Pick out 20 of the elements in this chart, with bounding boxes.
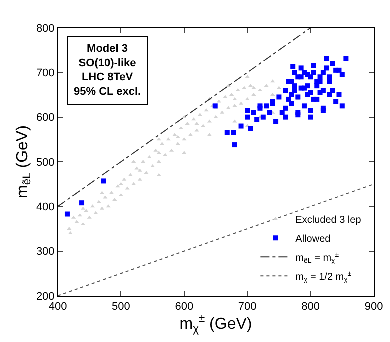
y-tick-label: 400 — [36, 202, 55, 214]
x-tick-label: 700 — [238, 301, 257, 314]
x-tick-label: 600 — [175, 301, 194, 314]
y-tick-label: 500 — [36, 156, 55, 169]
x-axis-title: m$_{χ}$$^{±}$ (GeV) — [180, 313, 252, 336]
x-tick-label: 500 — [112, 301, 130, 314]
x-tick-label: 800 — [302, 301, 320, 314]
annotation: LHC 8TeV — [82, 72, 134, 84]
x-tick-label: 400 — [48, 301, 68, 314]
annotation: SO(10)-like — [78, 57, 136, 70]
annotation: 95% CL excl. — [74, 86, 142, 98]
y-tick-label: 200 — [36, 290, 55, 303]
y-tick-label: 700 — [36, 68, 55, 80]
y-tick-label: 600 — [36, 112, 55, 124]
x-tick-label: 900 — [364, 301, 384, 314]
y-tick-label: 300 — [36, 246, 55, 258]
legend-label: Allowed — [296, 234, 331, 246]
legend-label: Excluded 3 lep — [296, 215, 362, 226]
annotation: Model 3 — [87, 43, 128, 55]
y-tick-label: 800 — [36, 22, 55, 35]
